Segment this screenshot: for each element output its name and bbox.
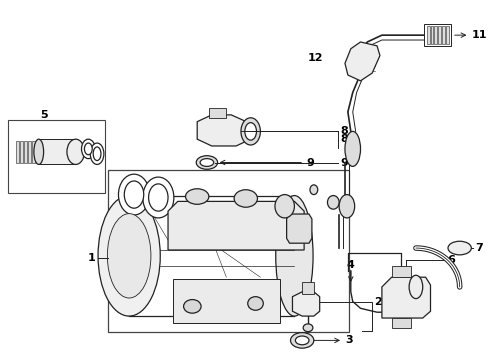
Bar [209,108,226,118]
Polygon shape [382,277,431,318]
Polygon shape [197,115,251,146]
Bar [24,141,27,162]
Ellipse shape [276,195,313,316]
Text: 12: 12 [308,54,323,63]
Bar [435,26,437,44]
Ellipse shape [84,143,92,155]
Polygon shape [168,201,304,250]
Text: 4: 4 [347,260,355,270]
Bar [424,24,451,46]
Text: 8: 8 [340,126,348,136]
Bar [392,266,411,277]
Ellipse shape [81,139,95,159]
Bar [431,26,434,44]
Bar [36,141,39,162]
Polygon shape [129,195,294,316]
Ellipse shape [148,184,168,211]
Bar [39,139,75,165]
Ellipse shape [200,159,214,166]
Bar [438,26,441,44]
Bar [302,282,314,294]
Ellipse shape [303,324,313,332]
Ellipse shape [448,241,471,255]
Ellipse shape [34,139,44,165]
Text: 6: 6 [447,255,455,265]
Ellipse shape [186,189,209,204]
Bar [108,170,349,332]
Bar [442,26,445,44]
Ellipse shape [234,190,257,207]
Bar [392,318,411,328]
Text: 9: 9 [340,158,348,167]
Ellipse shape [295,336,309,345]
Ellipse shape [93,147,101,161]
Ellipse shape [184,300,201,313]
Bar [446,26,449,44]
Text: 9: 9 [306,158,314,167]
Polygon shape [293,292,319,316]
Ellipse shape [275,195,294,218]
Ellipse shape [107,213,151,298]
Ellipse shape [143,177,174,218]
Ellipse shape [327,195,339,209]
Ellipse shape [241,118,260,145]
Ellipse shape [98,195,160,316]
Ellipse shape [339,195,355,218]
Text: 8: 8 [340,134,348,144]
Ellipse shape [248,297,263,310]
Text: 10: 10 [292,170,307,180]
Bar [28,141,31,162]
Ellipse shape [124,181,144,208]
Ellipse shape [409,275,423,298]
Ellipse shape [310,185,318,195]
Text: 3: 3 [345,336,353,345]
Bar [20,141,23,162]
Bar [173,279,280,323]
Ellipse shape [291,333,314,348]
Ellipse shape [245,123,256,140]
Ellipse shape [90,143,104,165]
Polygon shape [287,214,312,243]
Bar [16,141,19,162]
Ellipse shape [119,174,149,215]
Polygon shape [345,42,380,81]
Ellipse shape [67,139,84,165]
Bar [32,141,35,162]
Text: 5: 5 [40,110,48,120]
Ellipse shape [345,131,361,166]
Bar [8,120,105,193]
Text: 1: 1 [87,253,95,263]
Text: 2: 2 [374,297,382,306]
Text: 11: 11 [471,30,487,40]
Ellipse shape [196,156,218,169]
Bar [427,26,430,44]
Text: 7: 7 [475,243,483,253]
